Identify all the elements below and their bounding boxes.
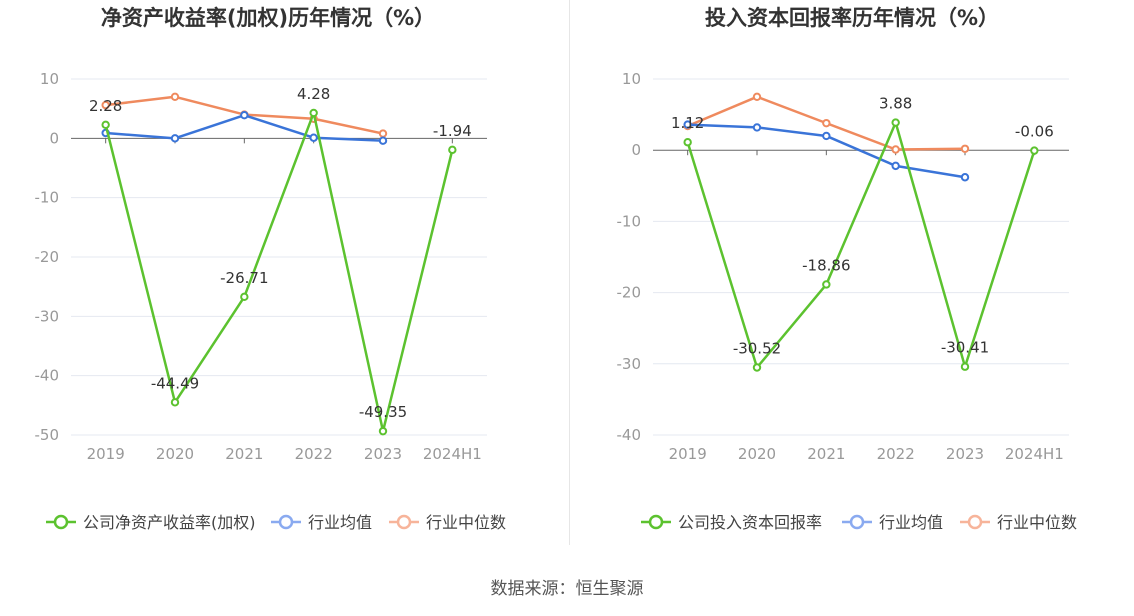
data-point [101,120,110,130]
y-tick-label: -10 [35,189,60,207]
data-point [752,123,762,132]
data-source: 数据来源：恒生聚源 [0,574,1134,599]
data-point [1030,146,1039,155]
chart-1: 净资产收益率(加权)历年情况（%） 10 0 -10 -20 -30 -40 -50 2019 2… [35,6,507,532]
data-label: -30.52 [733,340,781,358]
data-label: 3.88 [879,95,912,113]
data-point [101,100,110,110]
data-label: -0.06 [1015,123,1054,141]
y-tick-label: -20 [35,248,60,266]
data-point [683,138,692,147]
data-point [378,129,388,138]
series-line-1 [686,121,1036,369]
legend-marker [648,514,664,530]
data-point [240,292,249,302]
legend-label: 公司投入资本回报率 [678,513,822,532]
legend-label: 公司净资产收益率(加权) [83,513,256,532]
y-tick-label: 10 [40,70,59,88]
divider [569,0,570,545]
data-point [822,280,831,289]
data-label: 2.28 [89,97,122,115]
y-tick-label: -50 [35,426,60,444]
data-point [170,92,180,102]
data-point [822,118,831,128]
x-tick-label: 2023 [364,445,402,463]
x-tick-label: 2023 [946,445,984,463]
y-tick-label: -30 [617,355,642,373]
legend-marker [849,514,865,530]
data-source-name: 恒生聚源 [575,579,644,599]
y-tick-label: -40 [617,426,642,444]
data-point [752,92,762,102]
legend-label: 行业均值 [308,513,372,532]
chart-title: 投入资本回报率历年情况（%） [705,6,999,30]
y-tick-label: -20 [617,284,642,302]
data-label: 4.28 [297,85,330,103]
data-point [378,136,388,145]
x-tick-label: 2021 [807,445,845,463]
x-tick-label: 2022 [877,445,915,463]
data-point [960,362,970,371]
data-point [891,161,900,171]
y-tick-label: 0 [49,129,59,147]
data-label: -49.35 [359,403,407,421]
legend-label: 行业中位数 [997,513,1077,532]
data-point [683,120,692,129]
data-label: 1.12 [671,114,704,132]
data-label: -26.71 [220,269,268,287]
data-source-prefix: 数据来源： [490,579,576,599]
data-point [240,110,249,120]
data-point [309,108,318,118]
x-tick-label: 2024H1 [423,445,482,463]
y-tick-label: -10 [617,212,642,230]
y-tick-label: 0 [631,141,641,159]
data-point [960,144,970,153]
y-tick-label: -30 [35,307,60,325]
x-tick-label: 2019 [669,445,707,463]
data-point [378,426,388,436]
series-line-1 [104,111,454,433]
data-point [891,118,900,127]
legend-marker [396,514,412,530]
y-tick-label: 10 [622,70,641,88]
legend-marker [278,514,294,530]
legend-marker [967,514,983,530]
x-tick-label: 2024H1 [1005,445,1064,463]
data-point [448,145,457,155]
legend-label: 行业中位数 [426,513,506,532]
data-label: -44.49 [151,374,199,392]
x-tick-label: 2019 [87,445,125,463]
data-point [891,145,900,154]
y-tick-label: -40 [35,367,60,385]
x-tick-label: 2020 [156,445,194,463]
data-label: -18.86 [802,256,850,274]
data-label: -1.94 [433,122,472,140]
data-label: -30.41 [941,339,989,357]
data-point [960,173,970,182]
x-tick-label: 2022 [295,445,333,463]
chart-2: 投入资本回报率历年情况（%） 10 0 -10 -20 -30 -40 2019 2020 202… [617,6,1078,532]
legend-label: 行业均值 [879,513,943,532]
x-tick-label: 2020 [738,445,776,463]
legend-marker [53,514,69,530]
data-point [822,131,831,141]
chart-title: 净资产收益率(加权)历年情况（%） [101,6,435,30]
x-tick-label: 2021 [225,445,263,463]
data-point [752,363,762,372]
data-point [170,398,180,407]
data-point [309,133,318,142]
data-point [170,134,180,143]
